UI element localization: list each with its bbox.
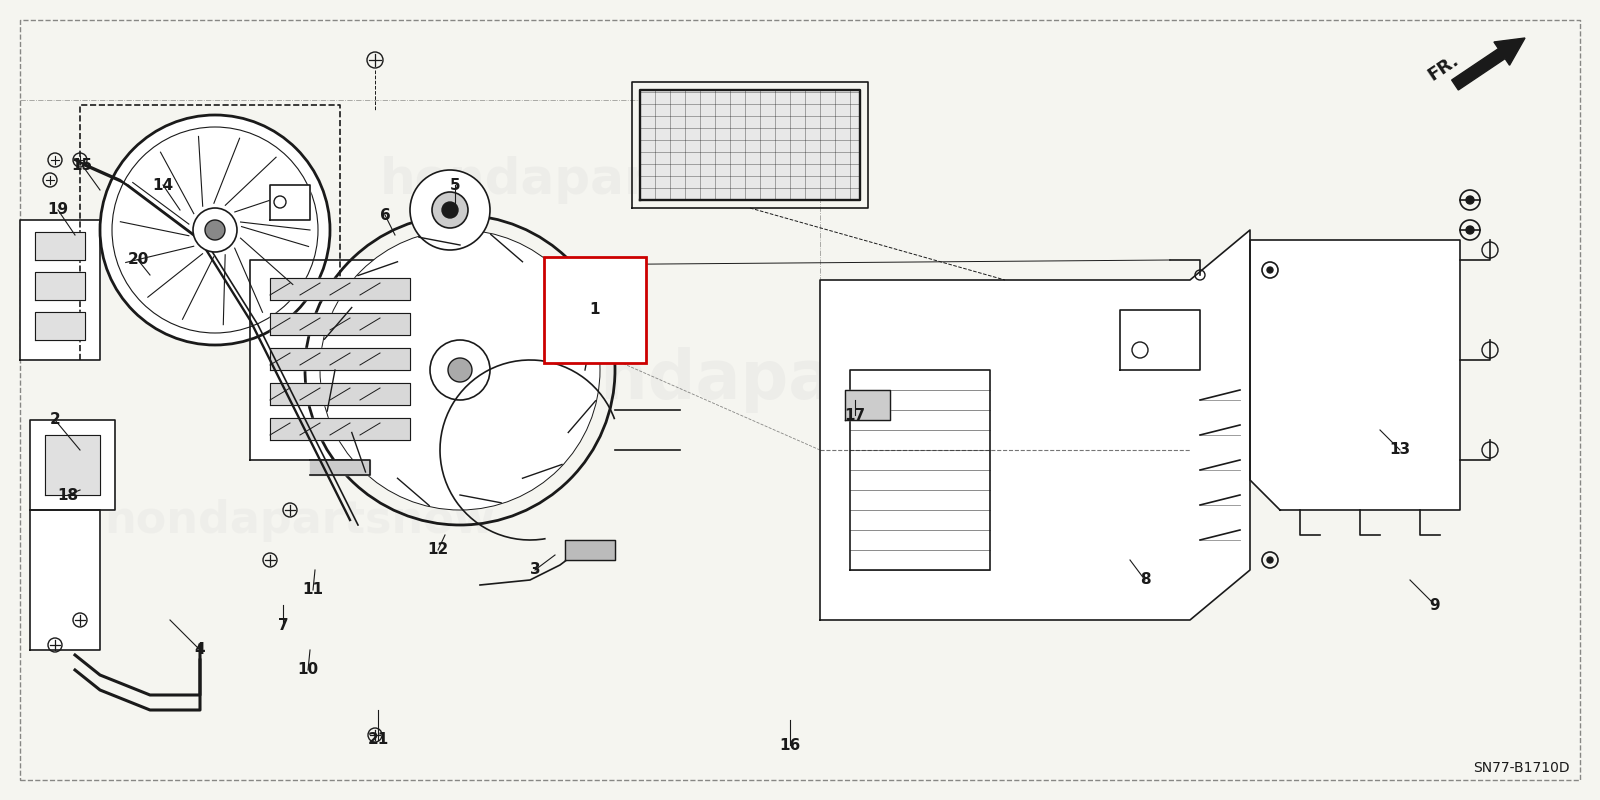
Text: 17: 17 [845, 407, 866, 422]
Text: FR.: FR. [1424, 51, 1462, 85]
Text: 20: 20 [128, 253, 149, 267]
Polygon shape [30, 510, 99, 650]
Text: 2: 2 [50, 413, 61, 427]
Text: 19: 19 [48, 202, 69, 218]
Text: 1: 1 [590, 302, 600, 318]
Polygon shape [640, 90, 861, 200]
Text: 5: 5 [450, 178, 461, 193]
Circle shape [1267, 267, 1274, 273]
Polygon shape [270, 383, 410, 405]
Text: 3: 3 [530, 562, 541, 578]
Text: 7: 7 [278, 618, 288, 633]
Polygon shape [270, 348, 410, 370]
Circle shape [99, 115, 330, 345]
Text: 4: 4 [195, 642, 205, 658]
Text: hondapartsnow: hondapartsnow [381, 156, 819, 204]
Circle shape [1466, 226, 1474, 234]
Polygon shape [35, 312, 85, 340]
Text: hondapartsnow: hondapartsnow [104, 498, 496, 542]
Polygon shape [845, 390, 890, 420]
Polygon shape [270, 278, 410, 300]
Circle shape [320, 230, 600, 510]
Text: 13: 13 [1389, 442, 1411, 458]
Circle shape [442, 202, 458, 218]
Text: hondapartsnow: hondapartsnow [507, 347, 1093, 413]
Text: 16: 16 [779, 738, 800, 753]
Polygon shape [1120, 310, 1200, 370]
Polygon shape [30, 420, 115, 510]
Polygon shape [45, 435, 99, 495]
Circle shape [194, 208, 237, 252]
Polygon shape [35, 272, 85, 300]
Text: 11: 11 [302, 582, 323, 598]
Text: 21: 21 [368, 733, 389, 747]
Polygon shape [270, 185, 310, 220]
Polygon shape [310, 460, 370, 475]
Polygon shape [35, 232, 85, 260]
Polygon shape [19, 220, 99, 360]
Text: SN77-B1710D: SN77-B1710D [1474, 761, 1570, 775]
Circle shape [1267, 557, 1274, 563]
Text: 8: 8 [1139, 573, 1150, 587]
Text: 18: 18 [58, 487, 78, 502]
Polygon shape [250, 260, 430, 460]
Circle shape [432, 192, 467, 228]
Text: 15: 15 [72, 158, 93, 173]
Text: 9: 9 [1430, 598, 1440, 613]
Circle shape [410, 170, 490, 250]
Circle shape [205, 220, 226, 240]
Polygon shape [1250, 240, 1459, 510]
Circle shape [430, 340, 490, 400]
Polygon shape [565, 540, 614, 560]
Polygon shape [270, 418, 410, 440]
Text: 6: 6 [379, 207, 390, 222]
Polygon shape [819, 230, 1250, 620]
Polygon shape [270, 313, 410, 335]
Circle shape [1466, 196, 1474, 204]
Text: 14: 14 [152, 178, 173, 193]
Circle shape [448, 358, 472, 382]
Polygon shape [1451, 38, 1525, 90]
Text: 12: 12 [427, 542, 448, 558]
Text: 10: 10 [298, 662, 318, 678]
